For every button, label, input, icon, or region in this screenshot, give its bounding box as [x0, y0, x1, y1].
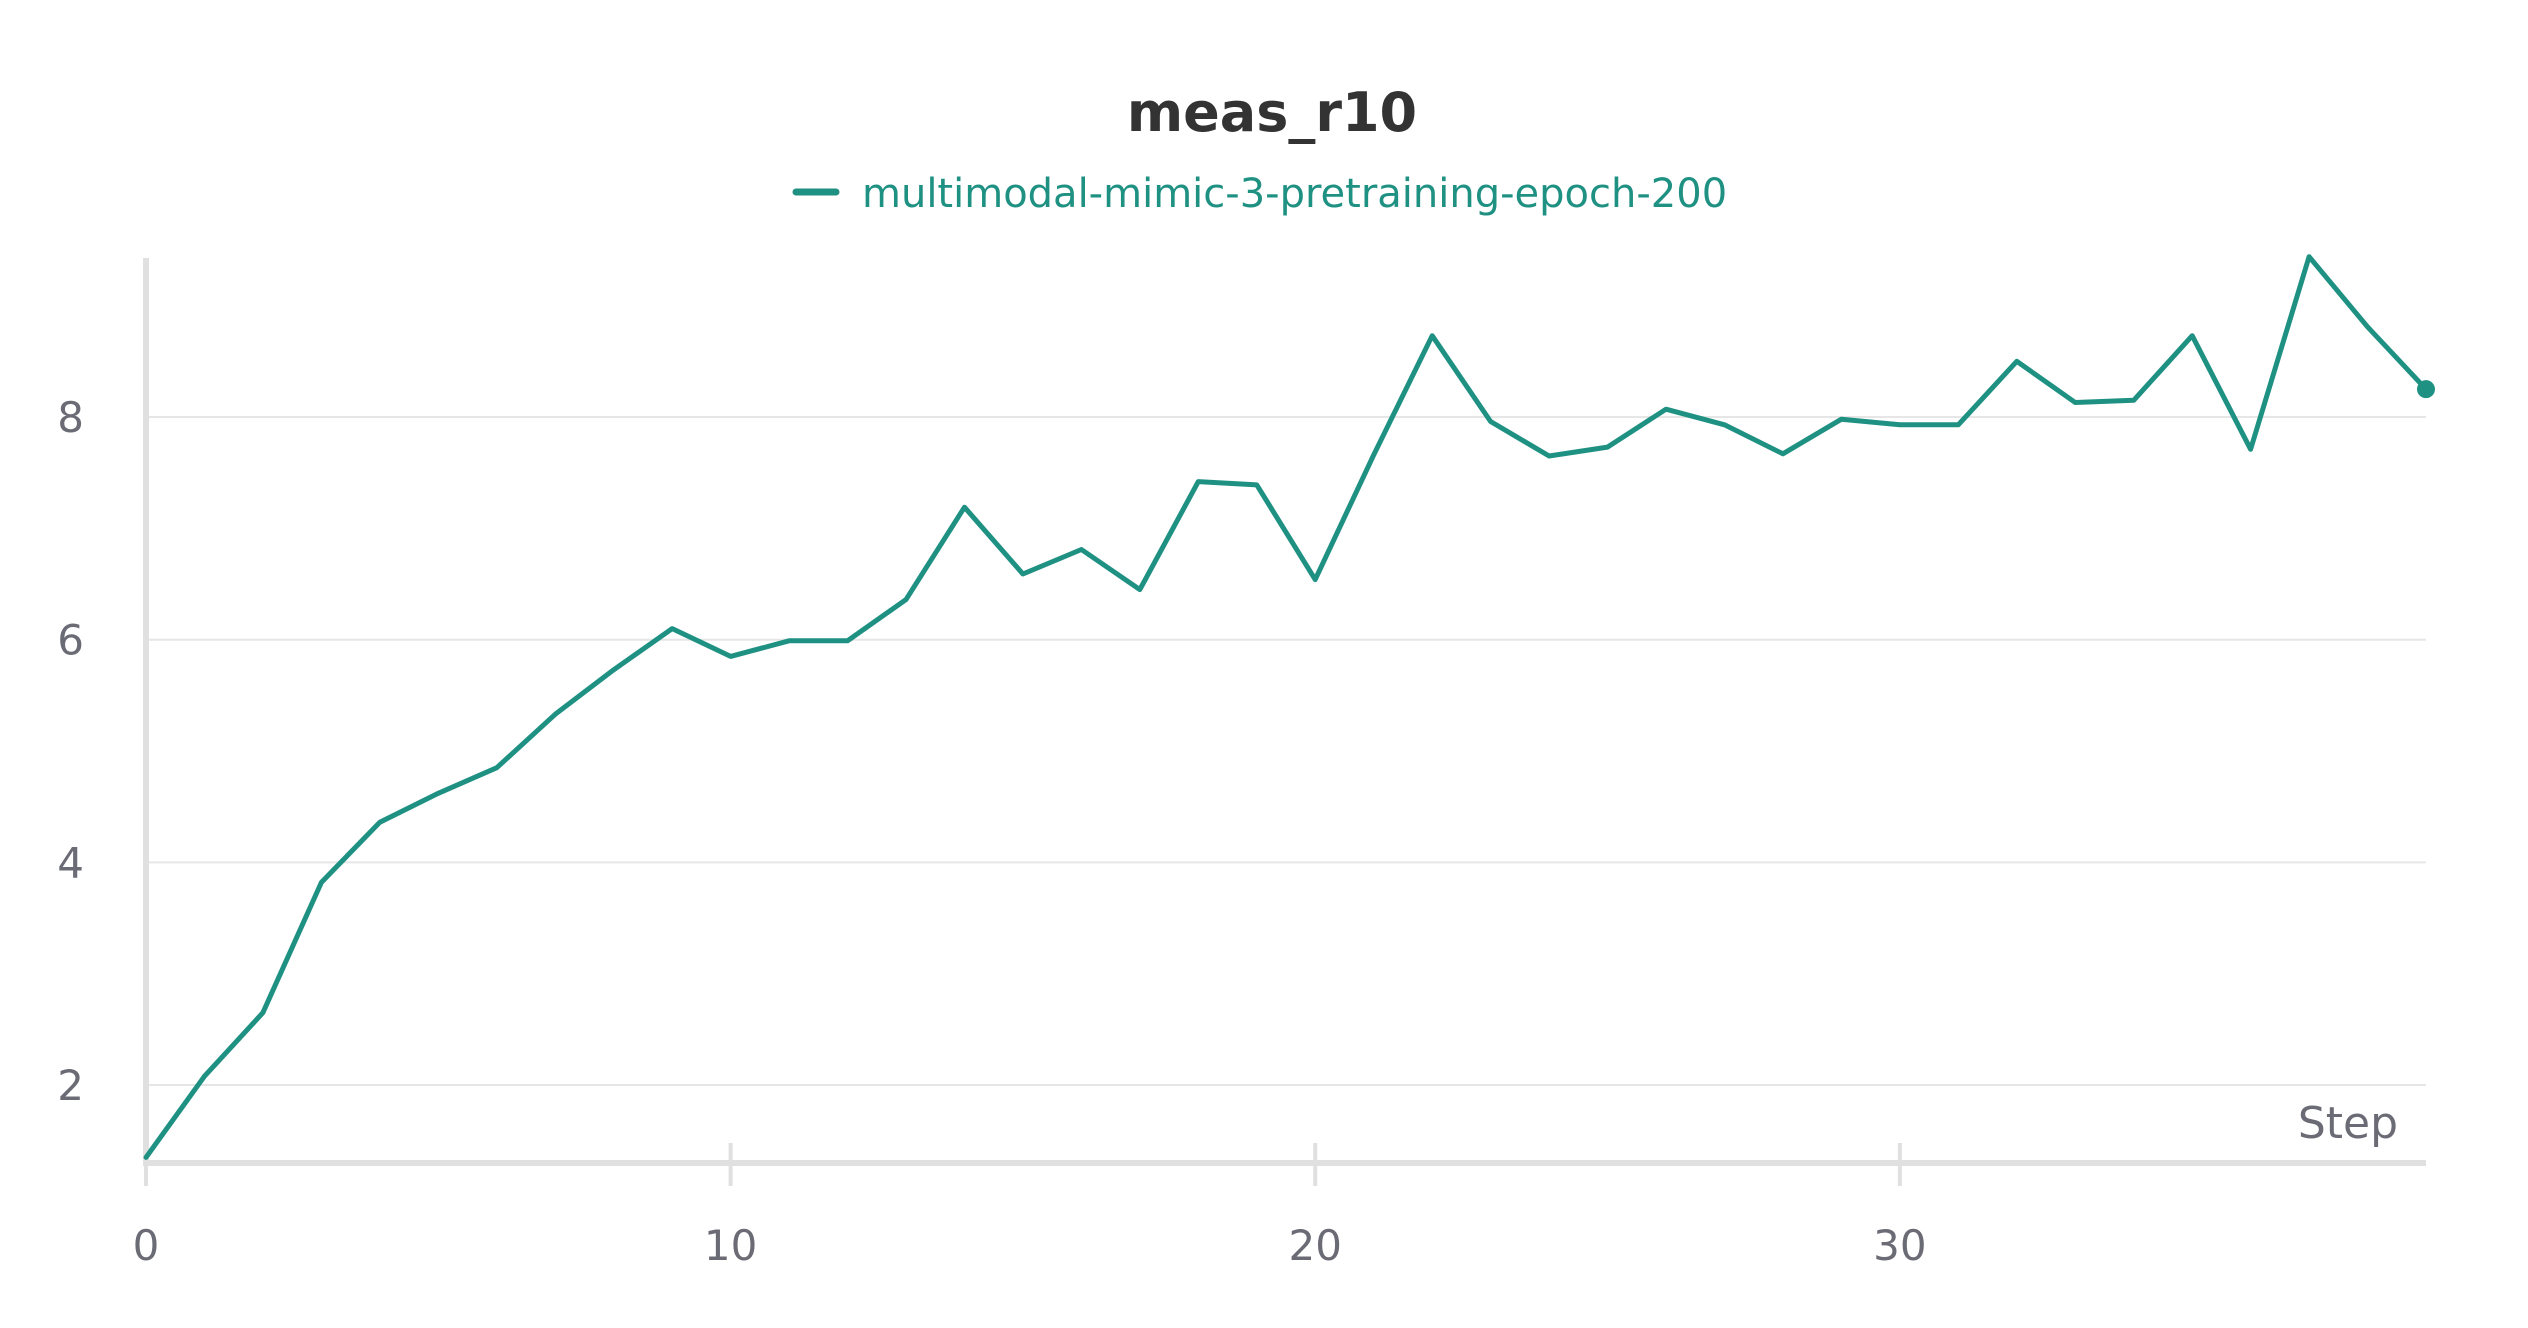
- series-end-marker: [2417, 380, 2435, 399]
- y-tick-label: 6: [57, 616, 84, 665]
- series-group: [143, 254, 2435, 1160]
- legend-label: multimodal-mimic-3-pretraining-epoch-200: [862, 171, 1727, 217]
- axes: [143, 258, 2426, 1166]
- y-tick-label: 8: [57, 393, 84, 442]
- x-axis-ticks: 0 10 20 30: [133, 1143, 1927, 1270]
- y-axis-ticks: 2 4 6 8: [57, 393, 84, 1110]
- x-tick-label: 0: [133, 1221, 160, 1270]
- legend: multimodal-mimic-3-pretraining-epoch-200: [792, 171, 1727, 217]
- x-tick-label: 30: [1873, 1221, 1926, 1270]
- x-axis-label: Step: [2298, 1098, 2398, 1149]
- y-tick-label: 2: [57, 1061, 84, 1110]
- series-layer: [143, 254, 2435, 1160]
- series-line: [143, 254, 2429, 1160]
- gridlines: [146, 416, 2426, 1087]
- x-tick-label: 10: [704, 1221, 757, 1270]
- x-tick-label: 20: [1289, 1221, 1342, 1270]
- y-tick-label: 4: [57, 838, 84, 887]
- chart-title: meas_r10: [1127, 81, 1417, 144]
